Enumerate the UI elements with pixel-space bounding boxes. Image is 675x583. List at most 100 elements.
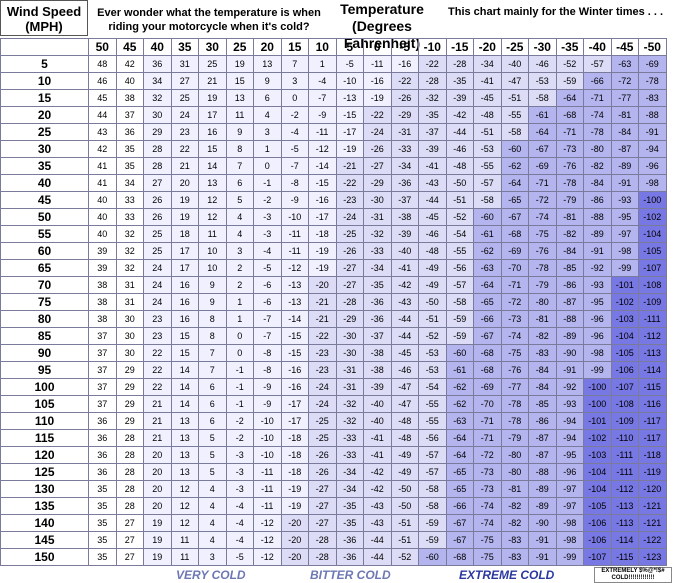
wind-chill-cell: -73 xyxy=(473,463,502,481)
wind-chill-cell: -44 xyxy=(363,548,392,566)
wind-speed-cell: 15 xyxy=(0,89,89,107)
legend-extreme-cold: EXTREME COLD xyxy=(459,568,555,582)
wind-chill-cell: -86 xyxy=(555,276,584,294)
wind-speed-cell: 20 xyxy=(0,106,89,124)
wind-chill-cell: -53 xyxy=(418,344,447,362)
wind-chill-cell: -111 xyxy=(610,446,639,464)
temperature-column-header: -5 xyxy=(390,38,419,56)
wind-chill-cell: -101 xyxy=(583,412,612,430)
wind-chill-cell: 40 xyxy=(88,208,117,226)
wind-chill-cell: -16 xyxy=(390,55,419,73)
wind-chill-cell: 36 xyxy=(115,123,144,141)
wind-chill-cell: -60 xyxy=(473,208,502,226)
wind-chill-cell: -107 xyxy=(583,548,612,566)
wind-chill-cell: 15 xyxy=(225,72,254,90)
wind-chill-cell: -52 xyxy=(390,548,419,566)
wind-chill-cell: -14 xyxy=(280,310,309,328)
wind-chill-cell: -97 xyxy=(610,225,639,243)
wind-chill-cell: -19 xyxy=(280,480,309,498)
wind-chill-cell: -64 xyxy=(473,276,502,294)
wind-chill-cell: -64 xyxy=(500,174,529,192)
wind-chill-cell: -100 xyxy=(638,191,667,209)
wind-chill-cell: 37 xyxy=(88,361,117,379)
wind-chill-cell: 36 xyxy=(88,412,117,430)
wind-chill-cell: 13 xyxy=(170,429,199,447)
wind-chill-cell: 13 xyxy=(225,89,254,107)
wind-chill-cell: -81 xyxy=(610,106,639,124)
wind-chill-cell: -65 xyxy=(445,463,474,481)
wind-chill-cell: 8 xyxy=(198,310,227,328)
wind-chill-cell: -2 xyxy=(225,412,254,430)
wind-chill-cell: 8 xyxy=(225,140,254,158)
wind-chill-cell: 37 xyxy=(88,395,117,413)
wind-chill-cell: -66 xyxy=(445,497,474,515)
wind-chill-cell: -76 xyxy=(528,242,557,260)
wind-chill-cell: -92 xyxy=(583,259,612,277)
wind-chill-cell: 20 xyxy=(170,174,199,192)
wind-chill-cell: -21 xyxy=(335,157,364,175)
table-row: 80 38 30 23 16 8 1 -7 -14 -21 -29 -36 -44 -51 -59 -66 -7… xyxy=(0,310,667,328)
wind-chill-cell: 20 xyxy=(143,497,172,515)
wind-chill-cell: -89 xyxy=(528,480,557,498)
wind-chill-cell: -44 xyxy=(363,531,392,549)
wind-chill-cell: -72 xyxy=(500,293,529,311)
wind-speed-cell: 45 xyxy=(0,191,89,209)
wind-chill-cell: -8 xyxy=(253,361,282,379)
temperature-column-header: 30 xyxy=(198,38,227,56)
wind-chill-cell: -6 xyxy=(253,293,282,311)
wind-chill-cell: -67 xyxy=(500,208,529,226)
wind-chill-cell: -34 xyxy=(390,157,419,175)
wind-chill-cell: -53 xyxy=(528,72,557,90)
wind-chill-cell: -62 xyxy=(473,242,502,260)
wind-chill-cell: -113 xyxy=(638,344,667,362)
wind-chill-table: 50 45 40 35 30 25 20 15 10 5 0 -5 -10 -15 -20 -25 -30 -35… xyxy=(0,38,667,566)
wind-chill-cell: 41 xyxy=(88,174,117,192)
wind-chill-cell: -99 xyxy=(610,259,639,277)
wind-chill-cell: -113 xyxy=(610,514,639,532)
wind-chill-cell: -48 xyxy=(418,242,447,260)
wind-chill-cell: 26 xyxy=(143,191,172,209)
table-row: 130 35 28 20 12 4 -3 -11 -19 -27 -34 -42 -50 -58 -65 -7… xyxy=(0,480,667,498)
wind-chill-cell: -78 xyxy=(500,395,529,413)
wind-chill-cell: -33 xyxy=(335,429,364,447)
wind-chill-cell: -109 xyxy=(638,293,667,311)
wind-chill-cell: -46 xyxy=(390,361,419,379)
wind-chill-cell: -78 xyxy=(528,259,557,277)
wind-chill-cell: -38 xyxy=(363,361,392,379)
wind-chill-cell: -81 xyxy=(555,208,584,226)
wind-chill-cell: -67 xyxy=(445,531,474,549)
wind-chill-cell: -92 xyxy=(555,378,584,396)
wind-chill-cell: -11 xyxy=(280,225,309,243)
wind-chill-cell: -97 xyxy=(555,480,584,498)
wind-chill-cell: 1 xyxy=(225,310,254,328)
wind-chill-cell: 39 xyxy=(88,242,117,260)
temperature-column-header: 50 xyxy=(88,38,117,56)
wind-chill-cell: 0 xyxy=(253,157,282,175)
wind-chill-cell: -4 xyxy=(253,242,282,260)
wind-chill-cell: -115 xyxy=(638,378,667,396)
wind-chill-cell: -34 xyxy=(363,259,392,277)
wind-chill-cell: -68 xyxy=(473,344,502,362)
wind-chill-cell: -70 xyxy=(473,395,502,413)
wind-chill-cell: -3 xyxy=(225,446,254,464)
wind-chill-cell: 27 xyxy=(170,72,199,90)
wind-chill-cell: 28 xyxy=(115,480,144,498)
wind-chill-cell: -66 xyxy=(473,310,502,328)
wind-chill-cell: -75 xyxy=(473,548,502,566)
wind-chill-cell: 44 xyxy=(88,106,117,124)
intro-note: Ever wonder what the temperature is when… xyxy=(97,7,321,33)
wind-chill-cell: 1 xyxy=(225,293,254,311)
wind-chill-cell: -29 xyxy=(390,106,419,124)
wind-chill-cell: -59 xyxy=(418,514,447,532)
wind-chill-cell: -55 xyxy=(500,106,529,124)
temperature-column-header: 35 xyxy=(170,38,199,56)
wind-chill-cell: -30 xyxy=(363,191,392,209)
wind-chill-cell: -9 xyxy=(253,395,282,413)
wind-chill-cell: 21 xyxy=(143,412,172,430)
wind-chill-cell: -50 xyxy=(445,174,474,192)
temperature-column-header: 25 xyxy=(225,38,254,56)
wind-chill-cell: -4 xyxy=(225,514,254,532)
wind-chill-cell: -16 xyxy=(308,191,337,209)
wind-chill-cell: 21 xyxy=(170,157,199,175)
wind-chill-cell: -55 xyxy=(418,412,447,430)
